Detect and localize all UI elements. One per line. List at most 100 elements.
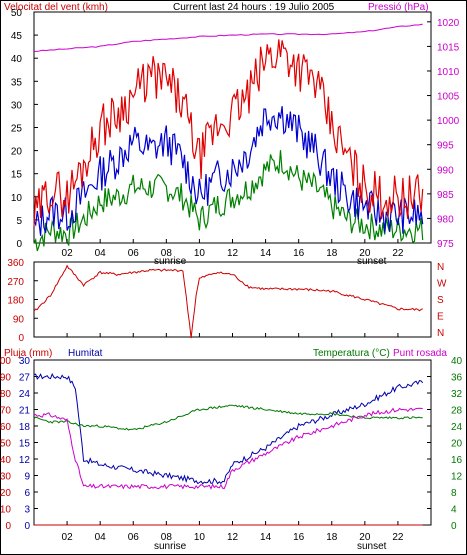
wind-tick-label: 25 xyxy=(11,124,23,135)
dewpoint-line xyxy=(33,407,423,490)
rain-tick-label: 10 xyxy=(0,505,11,516)
direction-tick-label: 360 xyxy=(7,258,24,269)
temperature-line xyxy=(33,404,423,431)
wind-tick-label: 45 xyxy=(11,31,23,42)
compass-label: N xyxy=(437,262,444,273)
temperature-tick-label: 36 xyxy=(451,373,463,384)
direction-tick-label: 270 xyxy=(7,277,24,288)
temperature-tick-label: 12 xyxy=(451,472,463,483)
temperature-tick-label: 4 xyxy=(451,505,457,516)
wind-tick-label: 10 xyxy=(11,193,23,204)
rain-tick-label: 20 xyxy=(0,488,11,499)
x-tick-label-bottom: 02 xyxy=(62,532,74,543)
wind-avg-line xyxy=(33,106,424,236)
x-tick-label-bottom: 22 xyxy=(392,532,404,543)
humidity-tick-label: 30 xyxy=(19,356,31,367)
direction-tick-label: 180 xyxy=(7,296,24,307)
x-tick-label-bottom: 12 xyxy=(227,532,239,543)
rain-tick-label: 40 xyxy=(0,455,11,466)
temperature-tick-label: 8 xyxy=(451,488,457,499)
humidity-tick-label: 12 xyxy=(19,455,31,466)
direction-tick-label: 90 xyxy=(13,314,25,325)
rain-tick-label: 70 xyxy=(0,406,11,417)
humidity-tick-label: 6 xyxy=(24,488,30,499)
x-tick-label-top: 04 xyxy=(95,248,107,259)
wind-axis-label: Velocitat del vent (kmh) xyxy=(4,2,108,13)
temperature-axis-label: Temperatura (°C) xyxy=(313,348,390,359)
pressure-tick-label: 990 xyxy=(437,165,454,176)
x-tick-label-top: 16 xyxy=(293,248,305,259)
rain-tick-label: 90 xyxy=(0,373,11,384)
pressure-tick-label: 980 xyxy=(437,214,454,225)
rain-tick-label: 30 xyxy=(0,472,11,483)
rain-tick-label: 0 xyxy=(5,521,11,532)
temperature-tick-label: 20 xyxy=(451,439,463,450)
wind-tick-label: 5 xyxy=(16,216,22,227)
x-tick-label-bottom: 04 xyxy=(95,532,107,543)
direction-line xyxy=(33,264,423,339)
x-tick-label-top: 20 xyxy=(359,248,371,259)
humidity-tick-label: 27 xyxy=(19,373,31,384)
x-tick-label-top: 08 xyxy=(161,248,173,259)
sunset-label-bottom: sunset xyxy=(357,541,387,552)
pressure-line xyxy=(33,23,423,52)
humidity-tick-label: 24 xyxy=(19,389,31,400)
compass-label: N xyxy=(437,328,444,339)
wind-tick-label: 20 xyxy=(11,147,23,158)
wind-tick-label: 50 xyxy=(11,8,23,19)
x-tick-label-bottom: 10 xyxy=(194,532,206,543)
x-tick-label-bottom: 20 xyxy=(359,532,371,543)
humidity-tick-label: 18 xyxy=(19,422,31,433)
rain-tick-label: 60 xyxy=(0,422,11,433)
x-tick-label-bottom: 06 xyxy=(128,532,140,543)
humidity-tick-label: 9 xyxy=(24,472,30,483)
wind-tick-label: 0 xyxy=(16,239,22,250)
chart-title: Current last 24 hours : 19 Julio 2005 xyxy=(173,2,335,13)
x-tick-label-bottom: 14 xyxy=(260,532,272,543)
humidity-axis-label: Humitat xyxy=(68,348,103,359)
pressure-tick-label: 985 xyxy=(437,190,454,201)
compass-label: W xyxy=(437,279,447,290)
temperature-tick-label: 28 xyxy=(451,406,463,417)
pressure-tick-label: 995 xyxy=(437,141,454,152)
x-tick-label-bottom: 08 xyxy=(161,532,173,543)
pressure-tick-label: 1015 xyxy=(437,42,460,53)
x-tick-label-top: 14 xyxy=(260,248,272,259)
x-tick-label-top: 22 xyxy=(392,248,404,259)
rain-tick-label: 50 xyxy=(0,439,11,450)
pressure-axis-label: Pressió (hPa) xyxy=(368,2,429,13)
dewpoint-axis-label: Punt rosada xyxy=(393,348,447,359)
wind-max-line xyxy=(33,39,424,227)
compass-label: E xyxy=(437,312,444,323)
x-tick-label-top: 06 xyxy=(128,248,140,259)
pressure-tick-label: 1010 xyxy=(437,67,460,78)
sunrise-label-bottom: sunrise xyxy=(154,541,187,552)
pressure-tick-label: 975 xyxy=(437,239,454,250)
x-tick-label-top: 02 xyxy=(62,248,74,259)
compass-label: S xyxy=(437,295,444,306)
pressure-tick-label: 1000 xyxy=(437,116,460,127)
humidity-tick-label: 0 xyxy=(24,521,30,532)
temperature-tick-label: 40 xyxy=(451,356,463,367)
pressure-tick-label: 1020 xyxy=(437,18,460,29)
x-tick-label-top: 18 xyxy=(326,248,338,259)
pressure-tick-label: 1005 xyxy=(437,92,460,103)
rain-tick-label: 80 xyxy=(0,389,11,400)
sunrise-label-top: sunrise xyxy=(154,256,187,267)
rain-tick-label: 100 xyxy=(0,356,11,367)
humidity-tick-label: 21 xyxy=(19,406,31,417)
humidity-tick-label: 3 xyxy=(24,505,30,516)
wind-tick-label: 30 xyxy=(11,100,23,111)
temperature-tick-label: 24 xyxy=(451,422,463,433)
x-tick-label-top: 12 xyxy=(227,248,239,259)
wind-tick-label: 40 xyxy=(11,54,23,65)
wind-tick-label: 15 xyxy=(11,170,23,181)
x-tick-label-top: 10 xyxy=(194,248,206,259)
sunset-label-top: sunset xyxy=(357,256,387,267)
rain-axis-label: Pluja (mm) xyxy=(4,348,52,359)
humidity-tick-label: 15 xyxy=(19,439,31,450)
temperature-tick-label: 32 xyxy=(451,389,463,400)
temperature-tick-label: 0 xyxy=(451,521,457,532)
